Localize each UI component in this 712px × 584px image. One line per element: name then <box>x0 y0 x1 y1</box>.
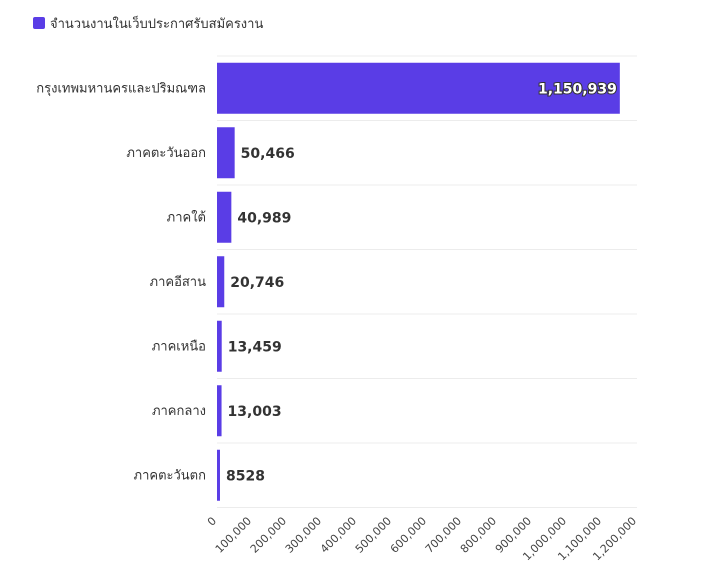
legend-swatch <box>33 17 45 29</box>
bar <box>217 191 232 243</box>
value-label: 1,150,939 <box>538 81 617 97</box>
x-tick-label: 500,000 <box>353 514 394 555</box>
bar <box>217 320 222 372</box>
x-tick-label: 700,000 <box>423 514 464 555</box>
bar <box>217 127 235 179</box>
value-label: 40,989 <box>237 210 291 226</box>
value-label: 8528 <box>226 468 265 484</box>
category-label: กรุงเทพมหานครและปริมณฑล <box>36 81 206 96</box>
bar <box>217 449 220 501</box>
bar <box>217 256 225 308</box>
x-tick-label: 200,000 <box>248 514 289 555</box>
category-label: ภาคกลาง <box>152 404 206 419</box>
value-label: 20,746 <box>230 275 284 291</box>
value-label: 13,459 <box>228 339 282 355</box>
category-label: ภาคตะวันออก <box>126 146 206 161</box>
category-label: ภาคใต้ <box>167 209 206 225</box>
value-label: 13,003 <box>228 404 282 420</box>
x-tick-label: 0 <box>205 514 219 528</box>
category-labels: กรุงเทพมหานครและปริมณฑลภาคตะวันออกภาคใต้… <box>36 81 206 483</box>
gridlines <box>217 55 637 508</box>
value-labels: 1,150,939 50,466 40,989 20,746 13,459 13,003 8… <box>226 80 618 484</box>
x-tick-label: 300,000 <box>283 514 324 555</box>
x-tick-label: 400,000 <box>318 514 359 555</box>
x-tick-label: 600,000 <box>388 514 429 555</box>
bar <box>217 385 222 437</box>
x-tick-label: 800,000 <box>458 514 499 555</box>
legend: จำนวนงานในเว็บประกาศรับสมัครงาน <box>33 14 263 32</box>
bars <box>217 62 620 501</box>
category-label: ภาคอีสาน <box>150 274 207 290</box>
value-label: 50,466 <box>241 146 295 162</box>
x-axis-ticks: 0100,000200,000300,000400,000500,000600,… <box>205 514 639 563</box>
legend-label: จำนวนงานในเว็บประกาศรับสมัครงาน <box>50 14 263 32</box>
category-label: ภาคเหนือ <box>152 338 206 354</box>
category-label: ภาคตะวันตก <box>134 468 207 483</box>
bar <box>217 62 620 114</box>
x-tick-label: 100,000 <box>213 514 254 555</box>
